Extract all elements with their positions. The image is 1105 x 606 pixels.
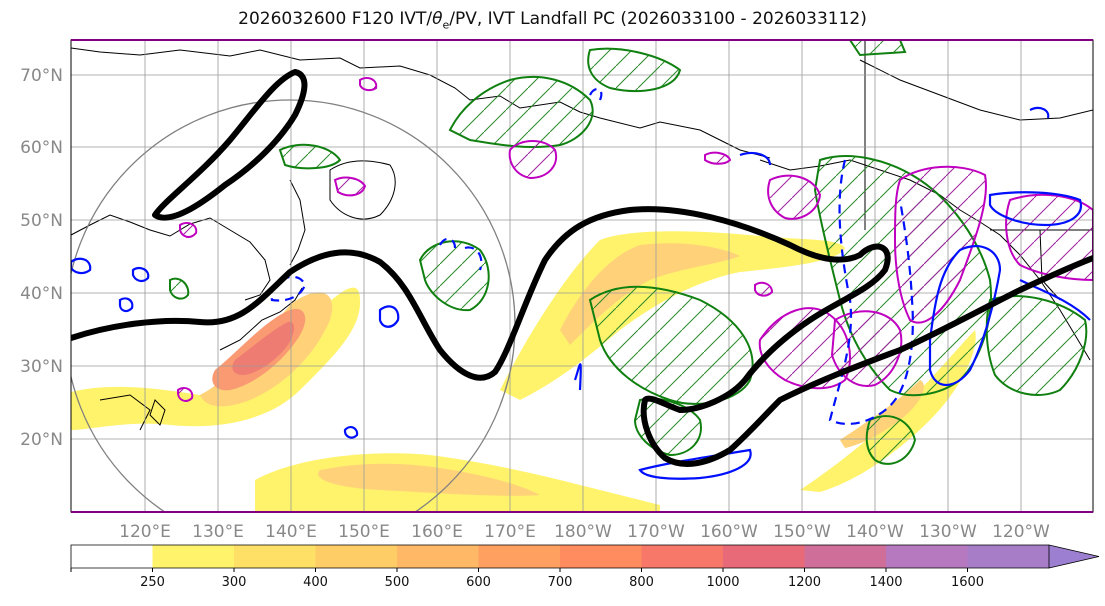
colorbar-label: 600 <box>466 575 491 590</box>
map-title: 2026032600 F120 IVT/θe/PV, IVT Landfall … <box>238 9 867 32</box>
colorbar-segment <box>397 545 479 568</box>
colorbar-segment <box>723 545 805 568</box>
colorbar-segment <box>560 545 642 568</box>
colorbar-segment <box>315 545 398 568</box>
lat-label: 60°N <box>20 138 63 158</box>
lat-label: 70°N <box>20 66 63 86</box>
colorbar-segment <box>478 545 561 568</box>
colorbar-segment <box>967 545 1050 568</box>
colorbar-label: 300 <box>222 575 247 590</box>
lon-label: 160°E <box>411 522 463 542</box>
colorbar-label: 1600 <box>951 575 984 590</box>
colorbar: 250 300 400 500 600 700 800 1000 1200 1400 1600 <box>70 544 1100 590</box>
lon-label: 130°E <box>192 522 244 542</box>
lon-label: 140°E <box>265 522 317 542</box>
pv-contours <box>177 77 1093 402</box>
colorbar-segment <box>71 545 153 568</box>
colorbar-label: 800 <box>629 575 654 590</box>
lat-label: 20°N <box>20 430 63 450</box>
lon-label: 170°E <box>484 522 536 542</box>
colorbar-label: 400 <box>303 575 328 590</box>
colorbar-segment <box>641 545 724 568</box>
lat-labels: 70°N 60°N 50°N 40°N 30°N 20°N <box>20 66 63 450</box>
lon-label: 150°E <box>338 522 390 542</box>
colorbar-label: 1400 <box>869 575 902 590</box>
colorbar-segment <box>234 545 316 568</box>
lon-labels: 120°E 130°E 140°E 150°E 160°E 170°E 180°… <box>119 522 1050 542</box>
ivt-blue-contours <box>71 106 1091 480</box>
lat-label: 30°N <box>20 357 63 377</box>
ivt-shading <box>71 231 976 512</box>
colorbar-segment <box>886 545 968 568</box>
colorbar-extend-arrow <box>1048 544 1100 569</box>
colorbar-segment <box>804 545 887 568</box>
lon-label: 160°W <box>700 522 758 542</box>
jet-contours <box>71 69 1093 467</box>
colorbar-label: 250 <box>140 575 165 590</box>
lon-label: 170°W <box>627 522 685 542</box>
colorbar-label: 1200 <box>788 575 821 590</box>
colorbar-label: 500 <box>385 575 410 590</box>
lon-label: 120°W <box>992 522 1050 542</box>
lon-label: 130°W <box>919 522 977 542</box>
lat-label: 50°N <box>20 211 63 231</box>
lat-label: 40°N <box>20 284 63 304</box>
colorbar-label: 700 <box>548 575 573 590</box>
lon-label: 180°W <box>554 522 612 542</box>
colorbar-segment <box>152 545 235 568</box>
lon-label: 150°W <box>773 522 831 542</box>
colorbar-label: 1000 <box>706 575 739 590</box>
lon-label: 140°W <box>846 522 904 542</box>
lon-label: 120°E <box>119 522 171 542</box>
